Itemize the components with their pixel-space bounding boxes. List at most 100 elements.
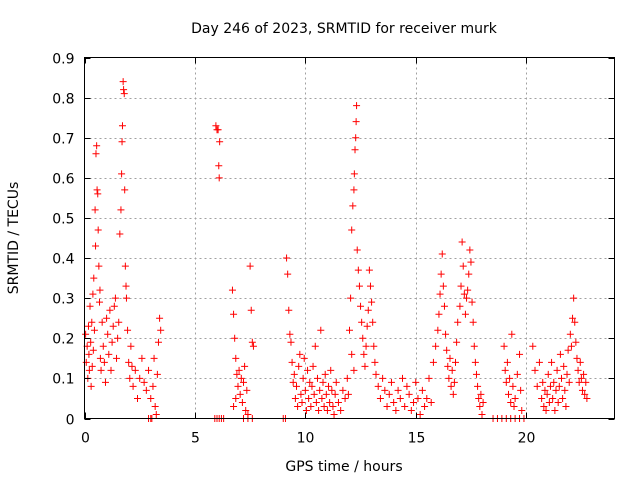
data-point xyxy=(111,294,119,302)
data-point xyxy=(349,202,357,210)
y-tick-label: 0.5 xyxy=(52,212,74,228)
data-point xyxy=(434,326,442,334)
data-point xyxy=(410,398,418,406)
data-point xyxy=(128,362,136,370)
data-point xyxy=(449,390,457,398)
data-point xyxy=(238,398,246,406)
data-point xyxy=(328,386,336,394)
data-point xyxy=(566,330,574,338)
data-point xyxy=(134,394,141,402)
data-point xyxy=(381,386,389,394)
data-point xyxy=(88,318,96,326)
data-point xyxy=(215,174,223,182)
data-point xyxy=(145,366,153,374)
data-point xyxy=(154,338,162,346)
data-point xyxy=(401,402,409,410)
data-point xyxy=(545,398,553,406)
data-point xyxy=(304,366,312,374)
data-point xyxy=(366,282,374,290)
data-point xyxy=(511,394,519,402)
data-point xyxy=(581,390,589,398)
data-point xyxy=(298,398,306,406)
data-point xyxy=(414,394,422,402)
data-point xyxy=(403,382,411,390)
data-point xyxy=(458,238,466,246)
data-point xyxy=(466,246,474,254)
data-point xyxy=(563,370,571,378)
data-point xyxy=(118,170,126,178)
data-point xyxy=(575,378,583,386)
data-point xyxy=(560,362,568,370)
data-point xyxy=(113,354,121,362)
data-point xyxy=(352,118,360,126)
data-point xyxy=(457,282,465,290)
x-tick-label: 5 xyxy=(191,431,200,447)
data-point xyxy=(435,310,443,318)
data-point xyxy=(215,162,223,170)
data-point xyxy=(84,322,92,330)
data-point xyxy=(94,226,102,234)
data-point xyxy=(394,386,402,394)
data-point xyxy=(101,378,109,386)
data-point xyxy=(90,326,98,334)
data-point xyxy=(121,186,129,194)
data-point xyxy=(96,286,104,294)
data-point xyxy=(507,398,515,406)
data-point xyxy=(233,370,241,378)
data-point xyxy=(307,402,315,410)
data-point xyxy=(82,330,90,338)
data-point xyxy=(567,342,575,350)
data-point xyxy=(114,334,122,342)
data-point xyxy=(230,402,238,410)
data-point xyxy=(337,406,345,414)
data-point xyxy=(578,386,586,394)
data-point xyxy=(470,342,478,350)
data-point xyxy=(126,374,134,382)
data-point xyxy=(390,398,398,406)
data-point xyxy=(471,358,479,366)
data-point xyxy=(109,322,117,330)
data-point xyxy=(331,390,339,398)
data-point xyxy=(376,394,384,402)
data-point xyxy=(443,346,451,354)
data-point xyxy=(246,262,254,270)
data-point xyxy=(334,398,342,406)
data-point xyxy=(285,306,293,314)
data-point xyxy=(368,298,376,306)
data-point xyxy=(326,398,334,406)
data-point xyxy=(423,394,431,402)
data-point xyxy=(283,254,291,262)
data-point xyxy=(353,246,361,254)
data-point xyxy=(142,386,150,394)
data-point xyxy=(310,390,318,398)
data-point xyxy=(321,370,329,378)
x-axis-label: GPS time / hours xyxy=(285,459,402,475)
data-point xyxy=(518,406,526,414)
data-point xyxy=(92,242,100,250)
data-point xyxy=(508,330,516,338)
data-point xyxy=(357,302,365,310)
data-point xyxy=(153,370,161,378)
data-point xyxy=(86,302,94,310)
data-point xyxy=(479,398,487,406)
data-point xyxy=(538,394,546,402)
data-point xyxy=(136,374,144,382)
data-point xyxy=(500,342,508,350)
data-point xyxy=(453,338,461,346)
data-point xyxy=(288,358,296,366)
data-point xyxy=(355,282,363,290)
data-point xyxy=(343,374,351,382)
data-point xyxy=(302,406,310,414)
data-point xyxy=(147,394,155,402)
data-point xyxy=(236,390,244,398)
data-point xyxy=(503,358,511,366)
data-point xyxy=(502,378,510,386)
data-point xyxy=(501,366,509,374)
data-point xyxy=(317,326,325,334)
plot-frame xyxy=(84,57,615,419)
data-point xyxy=(353,102,361,110)
data-point xyxy=(122,294,130,302)
data-point xyxy=(559,394,567,402)
data-point xyxy=(448,366,456,374)
data-point xyxy=(96,298,104,306)
